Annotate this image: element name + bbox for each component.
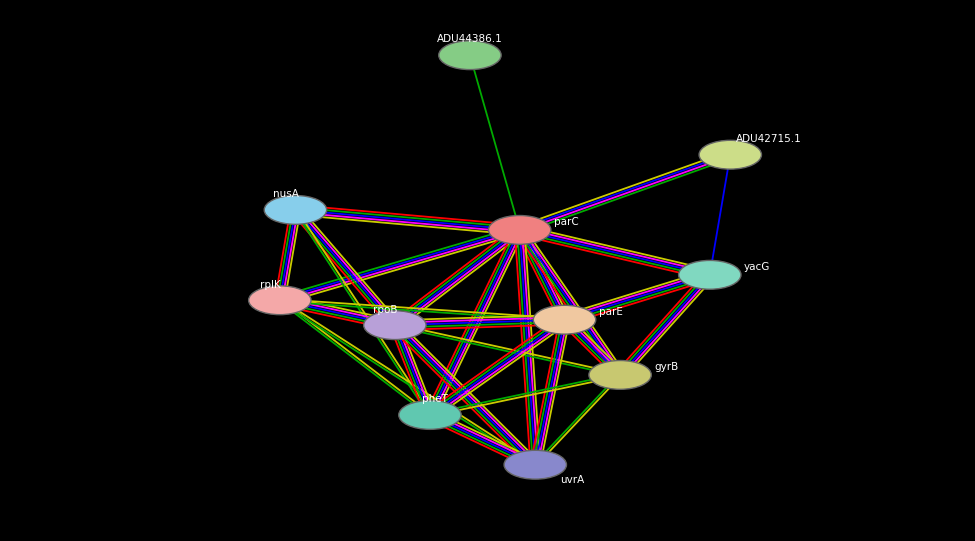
Text: ADU44386.1: ADU44386.1 [437,34,503,44]
Text: rpoB: rpoB [372,305,398,314]
Ellipse shape [399,400,461,430]
Ellipse shape [504,450,566,479]
Text: uvrA: uvrA [561,476,584,485]
Text: ADU42715.1: ADU42715.1 [736,134,802,144]
Text: parE: parE [600,307,623,317]
Ellipse shape [264,195,327,225]
Ellipse shape [679,260,741,289]
Text: yacG: yacG [743,262,770,272]
Text: gyrB: gyrB [655,362,679,372]
Ellipse shape [533,305,596,334]
Text: rplK: rplK [259,280,281,289]
Text: pheT: pheT [422,394,448,404]
Ellipse shape [589,360,651,390]
Text: nusA: nusA [273,189,298,199]
Ellipse shape [364,311,426,340]
Text: parC: parC [554,217,579,227]
Ellipse shape [488,215,551,245]
Ellipse shape [699,140,761,169]
Ellipse shape [249,286,311,315]
Ellipse shape [439,41,501,70]
